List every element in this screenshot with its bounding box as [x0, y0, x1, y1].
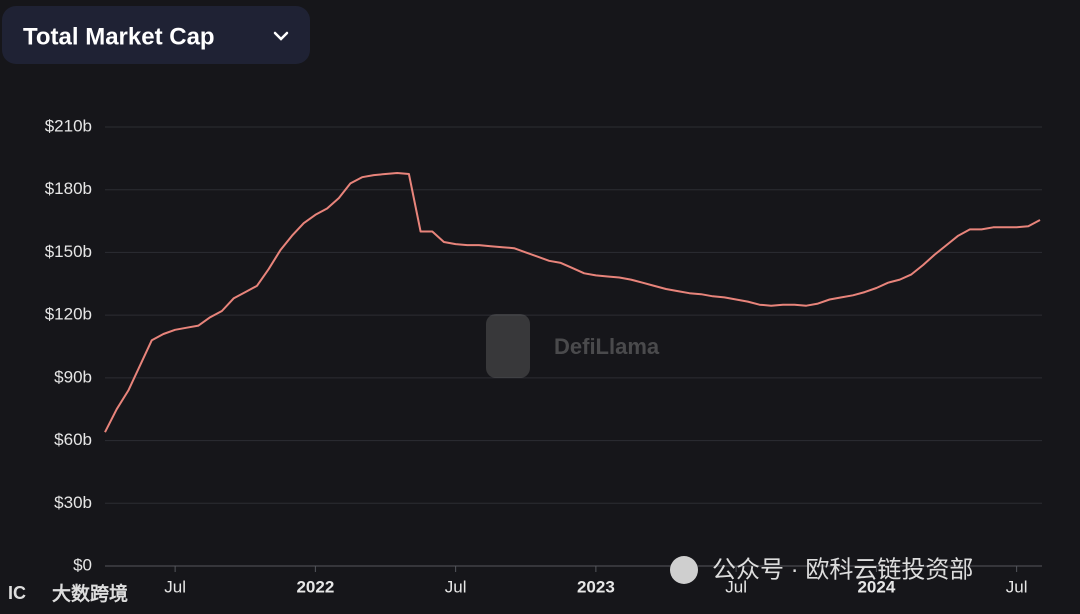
- dropdown[interactable]: Total Market Cap: [2, 6, 310, 64]
- dropdown-button[interactable]: [2, 6, 310, 64]
- x-tick-label: Jul: [1006, 577, 1028, 596]
- x-tick-label: 2024: [857, 577, 895, 596]
- x-tick-label: Jul: [164, 577, 186, 596]
- y-tick-label: $150b: [45, 242, 92, 261]
- chevron-icon[interactable]: [273, 31, 289, 41]
- dropdown-label[interactable]: Total Market Cap: [23, 23, 215, 50]
- overlay-logo: IC: [8, 583, 26, 603]
- overlay-text: 大数跨境: [52, 582, 128, 605]
- y-tick-label: $210b: [45, 116, 92, 135]
- x-tick-label: 2022: [296, 577, 334, 596]
- watermark: DefiLlama: [554, 334, 660, 359]
- x-tick-label: 2023: [577, 577, 615, 596]
- overlay-text: 公众号 · 欧科云链投资部: [712, 556, 973, 583]
- wechat-icon: [670, 556, 698, 584]
- y-tick-label: $30b: [54, 493, 92, 512]
- x-tick-label: Jul: [725, 577, 747, 596]
- y-tick-label: $120b: [45, 305, 92, 324]
- y-tick-label: $90b: [54, 367, 92, 386]
- y-tick-label: $0: [73, 555, 92, 574]
- y-tick-label: $180b: [45, 179, 92, 198]
- x-tick-label: Jul: [445, 577, 467, 596]
- y-tick-label: $60b: [54, 430, 92, 449]
- watermark-group: DefiLlama: [486, 314, 660, 378]
- logo-icon: [486, 314, 530, 378]
- line-series: [104, 172, 1041, 433]
